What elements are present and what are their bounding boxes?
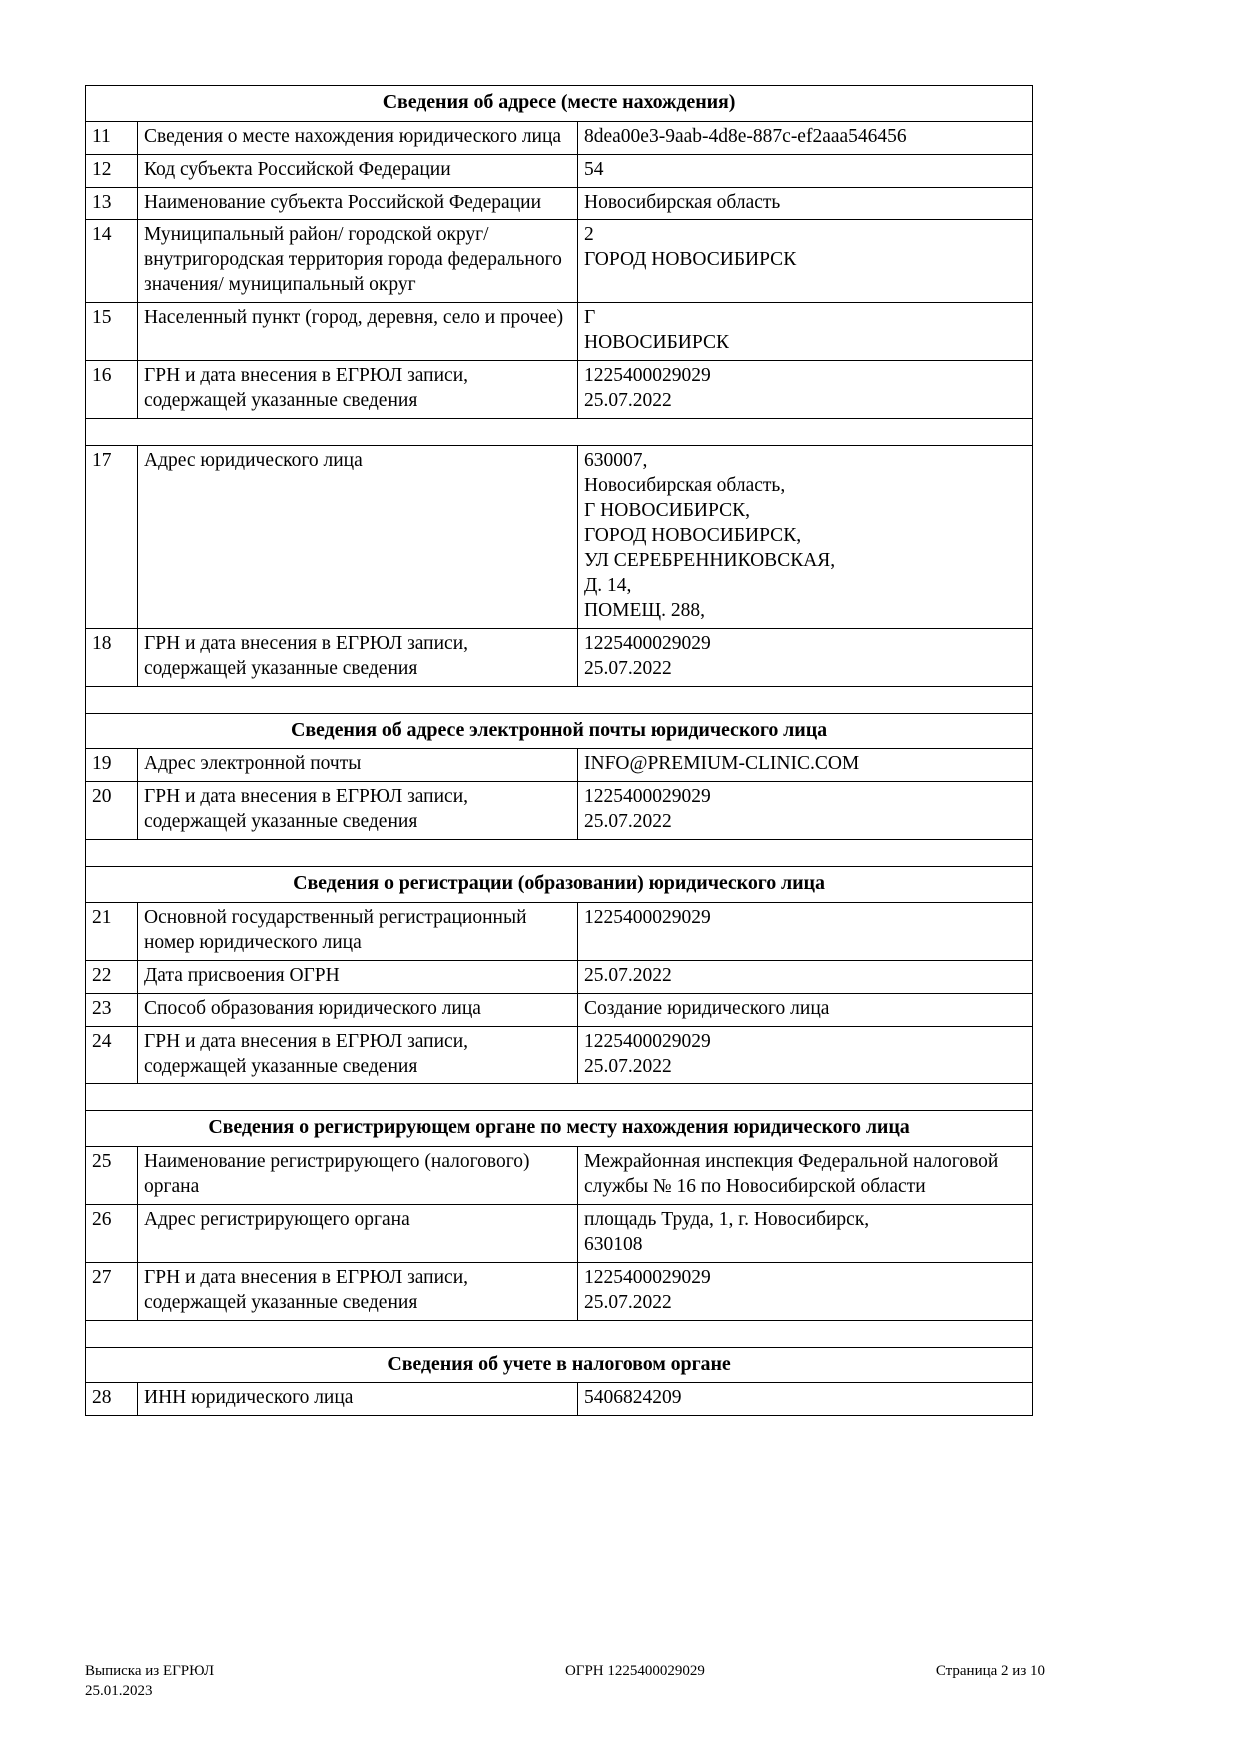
section-spacer — [84, 839, 1034, 868]
table-row: 14 Муниципальный район/ городской округ/… — [85, 219, 1034, 304]
spacer-cell — [84, 1319, 1034, 1348]
row-value: INFO@PREMIUM-CLINIC.COM — [576, 748, 1034, 783]
row-number: 24 — [85, 1025, 138, 1085]
row-label: Сведения о месте нахождения юридического… — [137, 120, 578, 155]
spacer-cell — [84, 1083, 1034, 1112]
row-value: 54 — [576, 153, 1034, 188]
spacer-cell — [84, 418, 1034, 447]
row-number: 18 — [85, 627, 138, 687]
row-label: ГРН и дата внесения в ЕГРЮЛ записи, соде… — [137, 1261, 578, 1321]
table-row: 22 Дата присвоения ОГРН 25.07.2022 — [85, 959, 1034, 994]
section-header-row: Сведения о регистрирующем органе по мест… — [84, 1110, 1034, 1148]
row-value: 8dea00e3-9aab-4d8e-887c-ef2aaa546456 — [576, 120, 1034, 155]
row-number: 20 — [85, 781, 138, 841]
row-number: 12 — [85, 153, 138, 188]
footer-document-type: Выписка из ЕГРЮЛ 25.01.2023 — [85, 1663, 214, 1699]
row-value: Создание юридического лица — [576, 992, 1034, 1027]
section-title-registering-body: Сведения о регистрирующем органе по мест… — [84, 1110, 1034, 1148]
row-label: Адрес регистрирующего органа — [137, 1203, 578, 1263]
row-number: 11 — [85, 120, 138, 155]
table-row: 20 ГРН и дата внесения в ЕГРЮЛ записи, с… — [85, 781, 1034, 841]
row-label: ИНН юридического лица — [137, 1382, 578, 1417]
section-header-row: Сведения об учете в налоговом органе — [84, 1346, 1034, 1384]
row-value: площадь Труда, 1, г. Новосибирск, 630108 — [576, 1203, 1034, 1263]
row-label: Способ образования юридического лица — [137, 992, 578, 1027]
row-number: 28 — [85, 1382, 138, 1417]
section-spacer — [84, 1319, 1034, 1348]
section-header-row: Сведения об адресе (месте нахождения) — [84, 85, 1034, 122]
row-label: Муниципальный район/ городской округ/ вн… — [137, 219, 578, 304]
table-row: 21 Основной государственный регистрацион… — [85, 901, 1034, 961]
egrul-extract-table: Сведения об адресе (месте нахождения) 11… — [84, 85, 1034, 1417]
section-title-tax-registration: Сведения об учете в налоговом органе — [84, 1346, 1034, 1384]
table-row: 24 ГРН и дата внесения в ЕГРЮЛ записи, с… — [85, 1025, 1034, 1085]
table-row: 23 Способ образования юридического лица … — [85, 992, 1034, 1027]
table-row: 17 Адрес юридического лица 630007, Новос… — [85, 445, 1034, 629]
row-label: Населенный пункт (город, деревня, село и… — [137, 302, 578, 362]
table-row: 11 Сведения о месте нахождения юридическ… — [85, 120, 1034, 155]
row-label: Адрес юридического лица — [137, 445, 578, 629]
footer-page-number: Страница 2 из 10 — [935, 1663, 1045, 1679]
row-number: 21 — [85, 901, 138, 961]
row-value: 1225400029029 25.07.2022 — [576, 781, 1034, 841]
row-value: 5406824209 — [576, 1382, 1034, 1417]
page-footer: Выписка из ЕГРЮЛ 25.01.2023 ОГРН 1225400… — [85, 1662, 1045, 1702]
row-value: Межрайонная инспекция Федеральной налого… — [576, 1146, 1034, 1205]
row-label: Код субъекта Российской Федерации — [137, 153, 578, 188]
footer-ogrn: ОГРН 1225400029029 — [564, 1663, 705, 1679]
row-number: 15 — [85, 302, 138, 362]
row-value: 2 ГОРОД НОВОСИБИРСК — [576, 219, 1034, 304]
table-row: 15 Населенный пункт (город, деревня, сел… — [85, 302, 1034, 362]
table-row: 12 Код субъекта Российской Федерации 54 — [85, 153, 1034, 188]
section-header-row: Сведения об адресе электронной почты юри… — [84, 712, 1034, 750]
row-number: 17 — [85, 445, 138, 629]
row-value: Г НОВОСИБИРСК — [576, 302, 1034, 362]
row-number: 25 — [85, 1146, 138, 1205]
spacer-cell — [84, 839, 1034, 868]
row-label: Наименование субъекта Российской Федерац… — [137, 186, 578, 221]
row-number: 19 — [85, 748, 138, 783]
row-label: Основной государственный регистрационный… — [137, 901, 578, 961]
row-number: 26 — [85, 1203, 138, 1263]
row-value: 25.07.2022 — [576, 959, 1034, 994]
spacer-cell — [84, 685, 1034, 714]
row-value: 1225400029029 25.07.2022 — [576, 1261, 1034, 1321]
row-number: 22 — [85, 959, 138, 994]
row-value: 1225400029029 — [576, 901, 1034, 961]
table-row: 18 ГРН и дата внесения в ЕГРЮЛ записи, с… — [85, 627, 1034, 687]
table-row: 19 Адрес электронной почты INFO@PREMIUM-… — [85, 748, 1034, 783]
row-label: ГРН и дата внесения в ЕГРЮЛ записи, соде… — [137, 1025, 578, 1085]
row-value: 630007, Новосибирская область, Г НОВОСИБ… — [576, 445, 1034, 629]
row-value: 1225400029029 25.07.2022 — [576, 360, 1034, 420]
row-number: 14 — [85, 219, 138, 304]
section-title-registration: Сведения о регистрации (образовании) юри… — [84, 866, 1034, 903]
section-spacer — [84, 685, 1034, 714]
row-label: ГРН и дата внесения в ЕГРЮЛ записи, соде… — [137, 781, 578, 841]
table-row: 27 ГРН и дата внесения в ЕГРЮЛ записи, с… — [85, 1261, 1034, 1321]
row-label: Адрес электронной почты — [137, 748, 578, 783]
row-number: 27 — [85, 1261, 138, 1321]
row-number: 23 — [85, 992, 138, 1027]
row-value: 1225400029029 25.07.2022 — [576, 627, 1034, 687]
row-number: 16 — [85, 360, 138, 420]
table-row: 16 ГРН и дата внесения в ЕГРЮЛ записи, с… — [85, 360, 1034, 420]
table-row: 26 Адрес регистрирующего органа площадь … — [85, 1203, 1034, 1263]
section-title-email: Сведения об адресе электронной почты юри… — [84, 712, 1034, 750]
row-label: ГРН и дата внесения в ЕГРЮЛ записи, соде… — [137, 627, 578, 687]
row-label: ГРН и дата внесения в ЕГРЮЛ записи, соде… — [137, 360, 578, 420]
table-row: 28 ИНН юридического лица 5406824209 — [85, 1382, 1034, 1417]
section-spacer — [84, 418, 1034, 447]
row-label: Дата присвоения ОГРН — [137, 959, 578, 994]
section-spacer — [84, 1083, 1034, 1112]
section-title-address: Сведения об адресе (месте нахождения) — [84, 85, 1034, 122]
section-header-row: Сведения о регистрации (образовании) юри… — [84, 866, 1034, 903]
row-label: Наименование регистрирующего (налогового… — [137, 1146, 578, 1205]
row-number: 13 — [85, 186, 138, 221]
table-row: 13 Наименование субъекта Российской Феде… — [85, 186, 1034, 221]
table-row: 25 Наименование регистрирующего (налогов… — [85, 1146, 1034, 1205]
row-value: 1225400029029 25.07.2022 — [576, 1025, 1034, 1085]
row-value: Новосибирская область — [576, 186, 1034, 221]
